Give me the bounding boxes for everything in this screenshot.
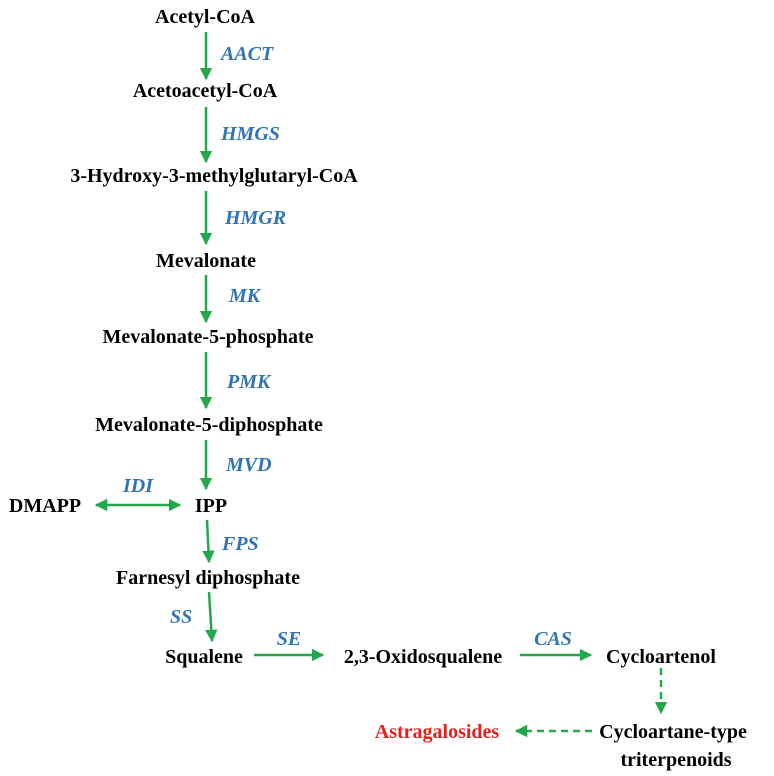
metabolite-mevalonate-5-phosphate: Mevalonate-5-phosphate: [102, 326, 313, 348]
metabolite-oxidosqualene: 2,3-Oxidosqualene: [344, 646, 502, 668]
enzyme-se: SE: [277, 628, 301, 650]
metabolite-acetyl-coa: Acetyl-CoA: [155, 6, 256, 28]
metabolite-squalene: Squalene: [165, 646, 243, 668]
metabolite-hmg-coa: 3-Hydroxy-3-methylglutaryl-CoA: [70, 165, 358, 187]
metabolite-dmapp: DMAPP: [9, 495, 81, 517]
enzyme-fps: FPS: [221, 533, 259, 555]
enzyme-aact: AACT: [219, 43, 274, 65]
enzyme-hmgr: HMGR: [224, 207, 286, 229]
enzyme-pmk: PMK: [226, 371, 272, 393]
metabolite-cycloartane-line2: triterpenoids: [620, 749, 731, 771]
metabolite-ipp: IPP: [195, 495, 227, 517]
metabolite-farnesyl-diphosphate: Farnesyl diphosphate: [116, 567, 300, 589]
enzyme-hmgs: HMGS: [220, 123, 280, 145]
enzyme-mvd: MVD: [225, 454, 272, 476]
metabolite-cycloartenol: Cycloartenol: [606, 646, 716, 668]
enzyme-idi: IDI: [122, 475, 154, 497]
product-astragalosides: Astragalosides: [375, 721, 500, 743]
metabolite-acetoacetyl-coa: Acetoacetyl-CoA: [133, 80, 278, 102]
arrow-fps: [202, 519, 215, 564]
enzyme-mk: MK: [228, 285, 262, 307]
metabolite-mevalonate: Mevalonate: [156, 250, 256, 272]
metabolite-mevalonate-5-diphosphate: Mevalonate-5-diphosphate: [95, 414, 323, 436]
enzyme-cas: CAS: [534, 628, 572, 650]
arrow-ss: [205, 591, 218, 643]
enzyme-ss: SS: [170, 606, 192, 628]
metabolite-cycloartane-line1: Cycloartane-type: [599, 721, 747, 743]
